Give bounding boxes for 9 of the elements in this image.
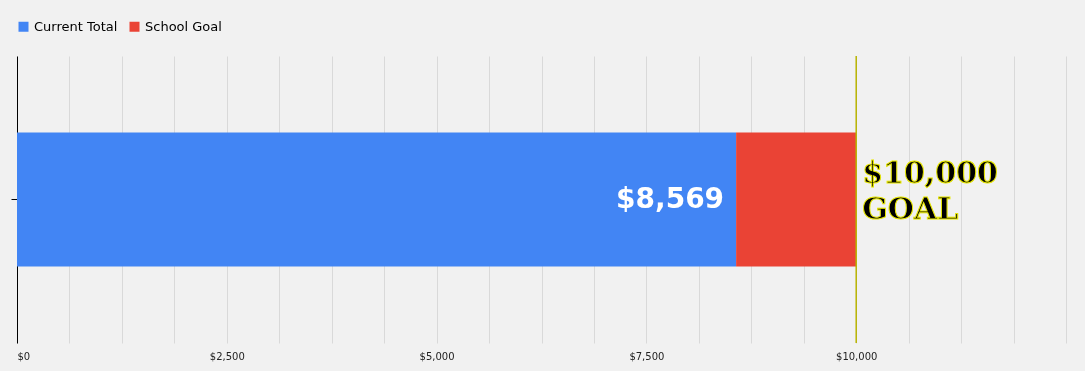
x-tick-label: $7,500 xyxy=(629,350,665,362)
legend-label: School Goal xyxy=(145,18,222,34)
ref-line-label: $10,000 GOAL xyxy=(862,155,998,226)
x-tick-label: $10,000 xyxy=(836,350,878,362)
x-tick-label: $5,000 xyxy=(419,350,455,362)
legend-label: Current Total xyxy=(34,18,118,34)
x-tick-label: $0 xyxy=(17,350,31,362)
x-tick-label: $2,500 xyxy=(209,350,245,362)
data-label: $8,569 xyxy=(616,181,725,215)
